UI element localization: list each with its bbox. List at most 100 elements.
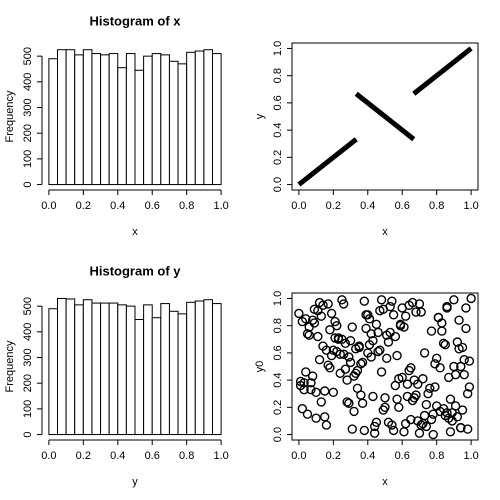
point xyxy=(318,300,328,310)
point xyxy=(302,329,313,339)
bar xyxy=(91,53,102,186)
x-tick-label: 0.0 xyxy=(41,200,56,212)
x-tick-label: 0.4 xyxy=(360,200,375,212)
point xyxy=(382,353,392,364)
point xyxy=(419,410,430,421)
point xyxy=(326,308,337,319)
point xyxy=(387,420,397,430)
y-tick-label: 400 xyxy=(22,73,34,91)
point xyxy=(335,349,345,359)
point xyxy=(325,363,335,373)
point xyxy=(452,412,463,422)
point xyxy=(456,361,466,372)
point xyxy=(423,389,433,399)
y-tick-label: 100 xyxy=(22,400,34,418)
bar xyxy=(203,299,213,436)
x-tick-label: 1.0 xyxy=(463,450,478,462)
point xyxy=(361,323,371,334)
y-tick-label: 1.0 xyxy=(272,291,284,306)
y-tick-label: 300 xyxy=(22,348,34,366)
point xyxy=(314,354,325,365)
point xyxy=(297,403,308,414)
x-tick-label: 1.0 xyxy=(463,200,478,212)
point xyxy=(333,334,344,344)
point xyxy=(416,307,426,317)
point xyxy=(437,326,447,336)
point xyxy=(449,295,459,305)
point xyxy=(456,423,466,433)
point xyxy=(414,428,425,438)
x-tick-label: 0.0 xyxy=(291,200,306,212)
point xyxy=(376,295,387,305)
point xyxy=(297,316,308,327)
point xyxy=(347,424,357,434)
point xyxy=(378,405,388,415)
bar xyxy=(65,298,76,436)
point xyxy=(447,408,457,418)
point xyxy=(373,327,383,338)
y-tick-label: 0.2 xyxy=(272,400,284,415)
point xyxy=(364,340,375,350)
bar xyxy=(186,51,196,186)
x-tick-label: 0.8 xyxy=(179,450,194,462)
bar xyxy=(48,308,58,436)
x-tick-label: 0.0 xyxy=(291,450,306,462)
point xyxy=(376,367,387,377)
bar xyxy=(57,297,67,436)
point xyxy=(311,387,321,398)
bar xyxy=(108,302,119,436)
point xyxy=(459,369,469,380)
point xyxy=(462,389,473,399)
point xyxy=(404,365,414,376)
bar xyxy=(203,49,213,186)
chart-title: Histogram of x xyxy=(89,13,181,28)
point xyxy=(332,320,342,331)
y-tick-label: 400 xyxy=(22,323,34,341)
point xyxy=(328,387,339,398)
bar xyxy=(194,50,205,186)
x-tick-label: 0.8 xyxy=(429,200,444,212)
point xyxy=(316,311,326,321)
x-tick-label: 0.2 xyxy=(326,450,341,462)
bar xyxy=(100,302,110,436)
y-tick-label: 0.8 xyxy=(272,68,284,83)
bar xyxy=(125,53,136,186)
point xyxy=(344,398,354,408)
point xyxy=(400,418,411,429)
point xyxy=(344,352,354,362)
y-tick-label: 300 xyxy=(22,98,34,116)
bar xyxy=(212,53,222,186)
plot-box xyxy=(291,292,479,441)
point xyxy=(435,363,445,373)
point xyxy=(400,311,411,321)
bar xyxy=(117,304,127,436)
point xyxy=(385,301,395,312)
point xyxy=(419,348,430,358)
point xyxy=(454,315,464,325)
y-tick-label: 0.0 xyxy=(272,427,284,442)
point xyxy=(302,409,313,419)
point xyxy=(452,337,463,347)
bar xyxy=(74,54,84,186)
point xyxy=(306,378,316,388)
bar xyxy=(82,49,93,186)
point xyxy=(390,380,401,391)
point xyxy=(345,357,356,368)
x-tick-label: 0.8 xyxy=(179,200,194,212)
point xyxy=(359,296,370,306)
y-tick-label: 0.8 xyxy=(272,318,284,333)
bar xyxy=(134,319,145,436)
y-tick-label: 0.0 xyxy=(272,177,284,192)
bar xyxy=(168,60,179,186)
bar xyxy=(143,55,153,186)
y-tick-label: 1.0 xyxy=(272,41,284,56)
point xyxy=(295,380,306,391)
bar xyxy=(160,54,170,186)
point xyxy=(428,429,438,440)
point xyxy=(320,412,330,422)
point xyxy=(368,391,378,402)
bar xyxy=(82,299,93,436)
bar xyxy=(143,304,153,436)
point xyxy=(445,394,456,404)
